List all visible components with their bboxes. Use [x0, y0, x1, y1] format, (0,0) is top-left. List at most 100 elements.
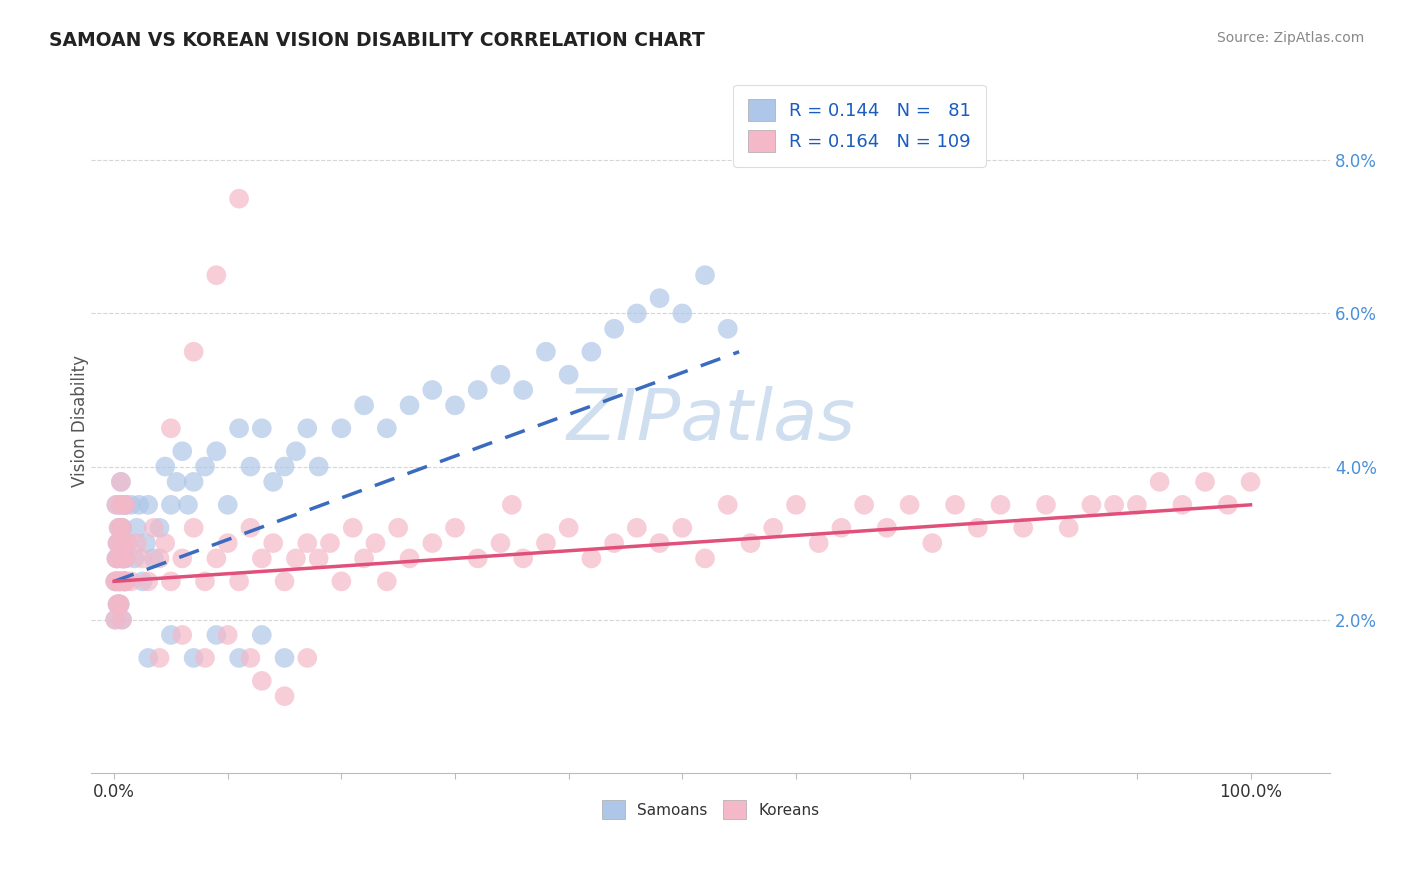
Point	[128, 498, 150, 512]
Point	[239, 459, 262, 474]
Point	[1216, 498, 1239, 512]
Point	[297, 536, 319, 550]
Point	[166, 475, 188, 489]
Point	[183, 475, 205, 489]
Point	[112, 551, 135, 566]
Point	[762, 521, 785, 535]
Point	[108, 574, 131, 589]
Point	[114, 574, 136, 589]
Point	[105, 498, 128, 512]
Point	[107, 598, 129, 612]
Point	[717, 322, 740, 336]
Point	[160, 628, 183, 642]
Text: Source: ZipAtlas.com: Source: ZipAtlas.com	[1216, 31, 1364, 45]
Point	[108, 574, 131, 589]
Point	[217, 536, 239, 550]
Point	[228, 651, 250, 665]
Point	[117, 536, 139, 550]
Point	[239, 651, 262, 665]
Point	[297, 651, 319, 665]
Point	[112, 551, 135, 566]
Point	[117, 536, 139, 550]
Point	[104, 574, 127, 589]
Point	[717, 498, 740, 512]
Point	[297, 421, 319, 435]
Point	[107, 598, 129, 612]
Point	[177, 498, 200, 512]
Point	[671, 306, 693, 320]
Point	[114, 498, 136, 512]
Point	[142, 551, 165, 566]
Point	[330, 574, 353, 589]
Point	[228, 574, 250, 589]
Point	[1194, 475, 1216, 489]
Point	[853, 498, 876, 512]
Point	[112, 498, 135, 512]
Point	[107, 521, 129, 535]
Point	[501, 498, 523, 512]
Point	[534, 536, 557, 550]
Point	[148, 551, 170, 566]
Point	[273, 689, 295, 703]
Point	[1035, 498, 1057, 512]
Point	[898, 498, 921, 512]
Point	[107, 536, 129, 550]
Point	[534, 344, 557, 359]
Point	[284, 551, 307, 566]
Point	[112, 574, 135, 589]
Point	[111, 521, 134, 535]
Point	[112, 551, 135, 566]
Point	[648, 536, 671, 550]
Point	[273, 574, 295, 589]
Point	[262, 536, 284, 550]
Point	[205, 628, 228, 642]
Point	[111, 613, 134, 627]
Point	[581, 551, 603, 566]
Point	[136, 498, 159, 512]
Point	[114, 551, 136, 566]
Point	[1057, 521, 1080, 535]
Point	[319, 536, 342, 550]
Point	[194, 459, 217, 474]
Point	[108, 574, 131, 589]
Point	[125, 536, 148, 550]
Point	[693, 268, 716, 283]
Point	[387, 521, 409, 535]
Point	[194, 651, 217, 665]
Point	[557, 368, 579, 382]
Point	[330, 421, 353, 435]
Point	[308, 551, 330, 566]
Point	[112, 498, 135, 512]
Point	[648, 291, 671, 305]
Point	[110, 498, 132, 512]
Point	[420, 536, 443, 550]
Point	[1149, 475, 1171, 489]
Point	[943, 498, 966, 512]
Point	[364, 536, 387, 550]
Point	[250, 551, 273, 566]
Point	[110, 521, 132, 535]
Point	[160, 421, 183, 435]
Point	[136, 651, 159, 665]
Point	[375, 421, 398, 435]
Point	[273, 651, 295, 665]
Point	[807, 536, 830, 550]
Point	[108, 574, 131, 589]
Point	[693, 551, 716, 566]
Point	[104, 613, 127, 627]
Point	[125, 521, 148, 535]
Point	[581, 344, 603, 359]
Point	[148, 521, 170, 535]
Point	[375, 574, 398, 589]
Point	[444, 398, 467, 412]
Point	[111, 551, 134, 566]
Point	[1126, 498, 1149, 512]
Point	[250, 673, 273, 688]
Point	[1080, 498, 1102, 512]
Point	[444, 521, 467, 535]
Point	[217, 498, 239, 512]
Text: ZIPatlas: ZIPatlas	[567, 386, 855, 455]
Point	[108, 598, 131, 612]
Point	[120, 574, 142, 589]
Point	[112, 551, 135, 566]
